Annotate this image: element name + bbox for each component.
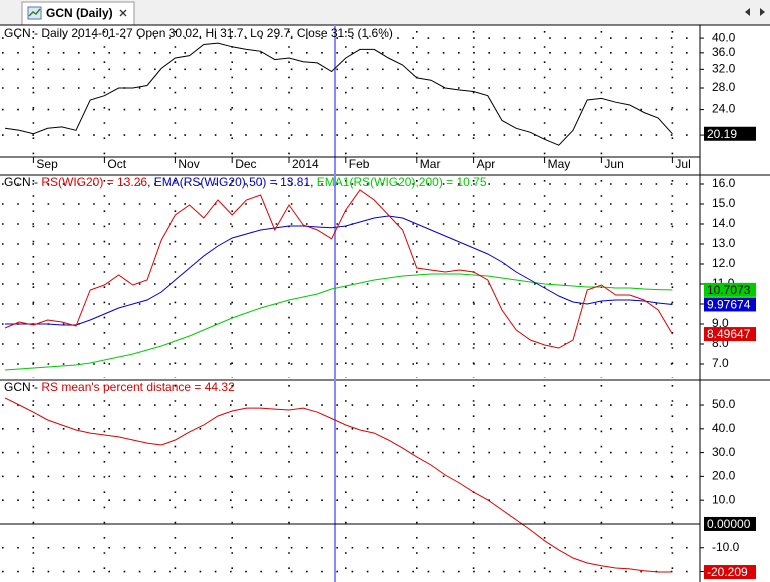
tab-close[interactable] <box>119 9 127 17</box>
y-tick-label: 36.0 <box>712 45 736 59</box>
pane-title: GCN - RS(WIG20) = 13.26, EMA(RS(WIG20),5… <box>4 175 487 189</box>
pane-title: GCN - RS mean's percent distance = 44.32 <box>4 380 235 394</box>
legend-separator: , <box>310 175 317 189</box>
y-tick-label: 40.0 <box>712 421 736 435</box>
x-tick-label: Oct <box>107 157 126 171</box>
pane-title-text: GCN - Daily 2014-01-27 Open 30.02, Hi 31… <box>4 26 393 40</box>
series-line <box>4 397 673 573</box>
last-value-box <box>704 565 756 580</box>
last-value-box <box>704 282 756 297</box>
y-tick-label: 14.0 <box>712 216 736 230</box>
last-value-label: 8.49647 <box>707 327 751 341</box>
y-tick-label: 50.0 <box>712 397 736 411</box>
y-tick-label: 24.0 <box>712 102 736 116</box>
y-tick-label: 15.0 <box>712 196 736 210</box>
y-tick-label: 30.0 <box>712 445 736 459</box>
series-line <box>4 42 673 146</box>
pane-title-text: GCN - <box>4 380 41 394</box>
y-tick-label: 16.0 <box>712 176 736 190</box>
reference-label-box <box>704 516 756 531</box>
tab-icon-line <box>28 8 41 17</box>
last-value-box <box>704 327 756 342</box>
y-tick-label: 9.0 <box>712 316 729 330</box>
series-line <box>4 189 673 349</box>
last-value-label: 9.97674 <box>707 298 751 312</box>
y-tick-label: 28.0 <box>712 80 736 94</box>
y-tick-label: 13.0 <box>712 236 736 250</box>
x-tick-label: Jul <box>675 157 690 171</box>
y-tick-label: 20.0 <box>712 469 736 483</box>
last-value-label: 20.19 <box>707 127 737 141</box>
reference-label: 0.00000 <box>707 517 751 531</box>
legend-entry: EMA1(RS(WIG20),200) = 10.75 <box>317 175 487 189</box>
last-value-box <box>704 126 756 141</box>
scroll-left[interactable] <box>745 8 750 16</box>
pane-title: GCN - Daily 2014-01-27 Open 30.02, Hi 31… <box>4 26 393 40</box>
x-tick-label: Mar <box>420 157 441 171</box>
x-tick-label: Sep <box>36 157 58 171</box>
legend-entry: RS(WIG20) = 13.26 <box>41 175 147 189</box>
x-tick-label: May <box>548 157 571 171</box>
y-tick-label: -10.0 <box>712 540 740 554</box>
last-value-label: -20.209 <box>707 565 748 579</box>
x-tick-label: 2014 <box>292 157 319 171</box>
x-tick-label: Apr <box>477 157 496 171</box>
legend-entry: EMA(RS(WIG20),50) = 13.81 <box>154 175 311 189</box>
series-line <box>5 215 673 326</box>
legend-entry: RS mean's percent distance = 44.32 <box>41 380 235 394</box>
y-tick-label: 10.0 <box>712 492 736 506</box>
y-tick-label: 40.0 <box>712 30 736 44</box>
y-tick-label: 32.0 <box>712 61 736 75</box>
x-tick-label: Jun <box>604 157 623 171</box>
last-value-label: 10.7073 <box>707 283 751 297</box>
series-line <box>4 273 673 371</box>
y-tick-label: 7.0 <box>712 356 729 370</box>
scroll-right[interactable] <box>760 8 765 16</box>
tab-title[interactable]: GCN (Daily) <box>46 6 113 20</box>
x-tick-label: Dec <box>235 157 256 171</box>
x-tick-label: Nov <box>178 157 199 171</box>
pane-title-text: GCN - <box>4 175 41 189</box>
legend-separator: , <box>147 175 154 189</box>
last-value-box <box>704 297 756 312</box>
y-tick-label: 12.0 <box>712 256 736 270</box>
x-tick-label: Feb <box>349 157 370 171</box>
